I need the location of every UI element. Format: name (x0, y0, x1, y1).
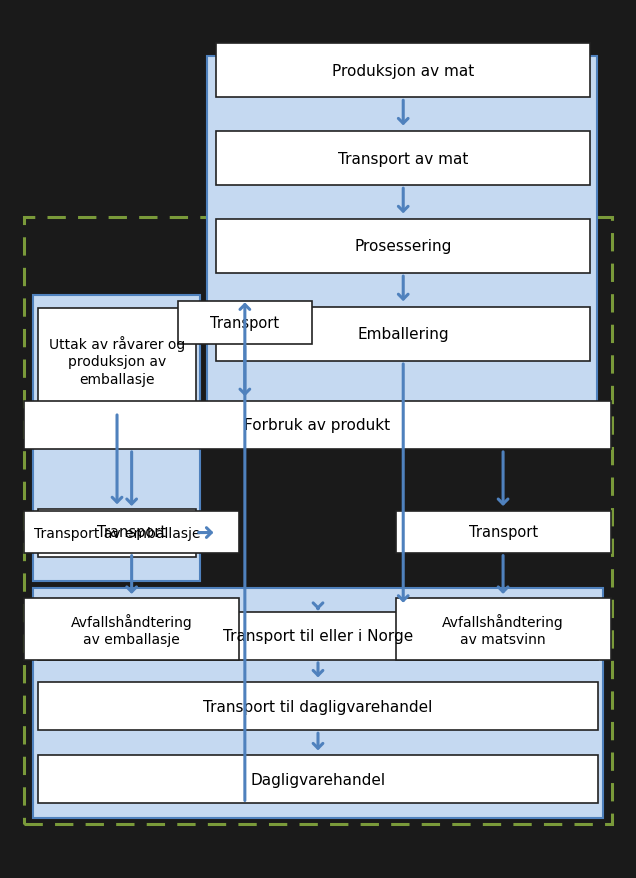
Text: Avfallshåndtering
av emballasje: Avfallshåndtering av emballasje (71, 613, 193, 646)
Text: Avfallshåndtering
av matsvinn: Avfallshåndtering av matsvinn (442, 613, 564, 646)
Bar (24, 218, 612, 824)
Bar (24, 599, 239, 660)
Text: Transport til eller i Norge: Transport til eller i Norge (223, 629, 413, 644)
Text: Transport av mat: Transport av mat (338, 151, 468, 167)
Text: Transport: Transport (469, 524, 537, 540)
Bar (24, 401, 611, 450)
Bar (216, 220, 590, 274)
Text: Forbruk av produkt: Forbruk av produkt (244, 418, 391, 433)
Text: Transport: Transport (97, 524, 166, 540)
Text: Produksjon av mat: Produksjon av mat (332, 63, 474, 79)
Bar (38, 612, 598, 660)
Bar (216, 132, 590, 186)
Text: Prosessering: Prosessering (354, 239, 452, 255)
Text: Emballering: Emballering (357, 327, 449, 342)
Text: Dagligvarehandel: Dagligvarehandel (251, 772, 385, 787)
Bar (33, 588, 603, 818)
Bar (216, 307, 590, 362)
Text: Transport til dagligvarehandel: Transport til dagligvarehandel (204, 699, 432, 714)
Bar (38, 309, 196, 413)
Text: Transport: Transport (211, 315, 279, 331)
Bar (207, 57, 597, 408)
Bar (178, 302, 312, 344)
Bar (33, 296, 200, 581)
Bar (38, 509, 196, 558)
Bar (38, 682, 598, 730)
Text: Uttak av råvarer og
produksjon av
emballasje: Uttak av råvarer og produksjon av emball… (49, 335, 185, 386)
Bar (38, 755, 598, 803)
Text: Transport av emballasje: Transport av emballasje (34, 527, 200, 540)
Bar (396, 511, 611, 553)
Bar (396, 599, 611, 660)
Bar (216, 44, 590, 98)
Bar (24, 511, 239, 553)
